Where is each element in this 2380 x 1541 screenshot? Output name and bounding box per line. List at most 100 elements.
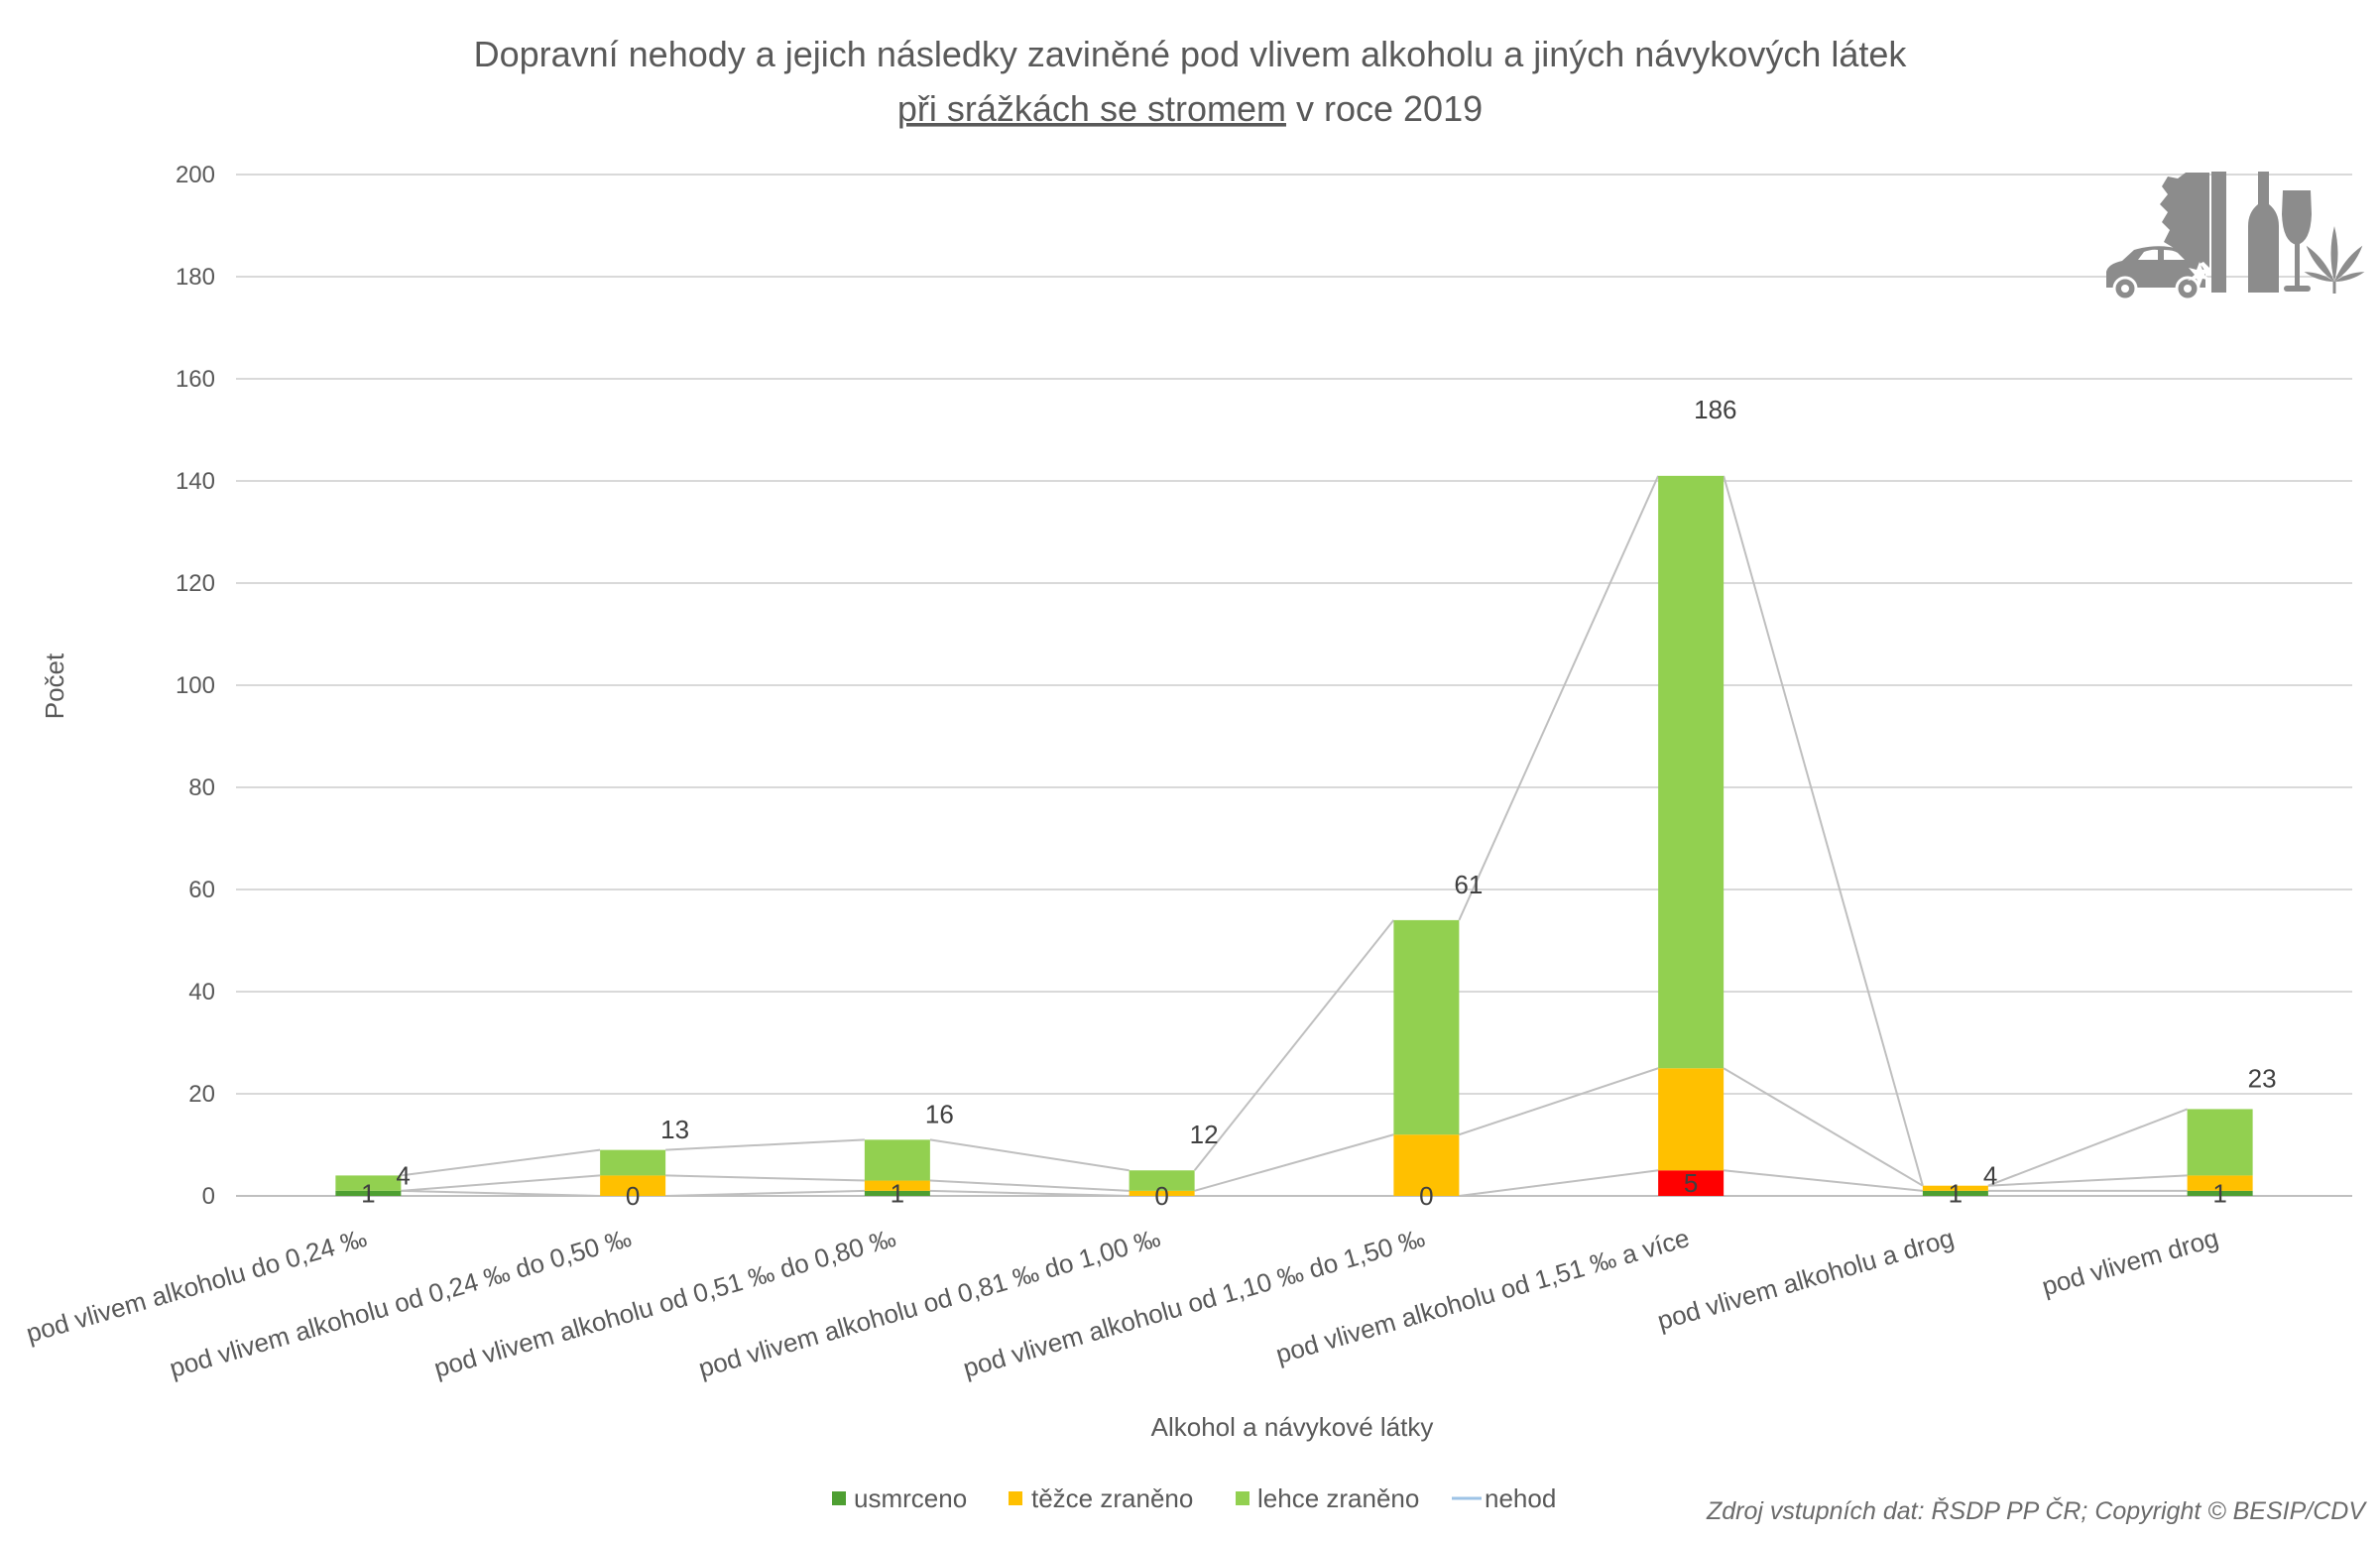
x-tick-label: pod vlivem alkoholu od 0,51 ‰ do 0,80 ‰ [430,1223,898,1383]
series-line [929,1179,1130,1192]
tree-icon [2160,172,2226,293]
bar-usmrceno [864,1190,930,1196]
series-line [401,1148,601,1177]
bar-usmrceno [335,1190,402,1196]
data-label-usmrceno: 1 [2212,1178,2226,1208]
crash-star-icon [2188,262,2211,287]
legend-swatch [832,1491,846,1505]
bar-lehce-zraneno [1129,1170,1195,1191]
bar-lehce-zraneno [1393,919,1460,1135]
series-line [401,1174,601,1192]
wine-bottle-icon [2248,172,2279,293]
data-label-nehod: 23 [2248,1064,2277,1094]
y-tick-label: 0 [202,1183,215,1210]
series-line [1459,1067,1659,1136]
y-tick-label: 20 [188,1081,215,1108]
bar-usmrceno [2187,1190,2253,1196]
series-line [1723,1067,1924,1187]
legend-item-lehce-zraneno: lehce zraněno [1236,1483,1419,1513]
y-axis-title: Počet [40,652,69,719]
data-label-usmrceno: 0 [1419,1181,1433,1211]
data-label-usmrceno: 1 [361,1178,375,1208]
series-lines [401,475,2188,1197]
legend-label: těžce zraněno [1031,1483,1193,1513]
alcohol-drugs-crash-illustration [2106,172,2365,301]
bar-lehce-zraneno [600,1149,666,1176]
data-label-nehod: 61 [1454,870,1483,899]
legend: usmrceno těžce zraněno lehce zraněno neh… [832,1483,1556,1513]
series-line [401,1189,601,1197]
bar-lehce-zraneno [2187,1109,2253,1176]
chart-subtitle-rest: v roce 2019 [1296,88,1483,129]
cannabis-leaf-icon [2304,226,2365,294]
x-tick-label: pod vlivem alkoholu od 0,81 ‰ do 1,00 ‰ [695,1223,1163,1383]
wine-glass-icon [2282,190,2312,292]
x-tick-label: pod vlivem drog [2039,1223,2222,1301]
series-line [1987,1174,2188,1187]
bar-tezce-zraneno [600,1175,666,1196]
series-line [1723,475,1924,1186]
chart-subtitle: při srážkách se stromem v roce 2019 [897,88,1483,129]
bars [335,475,2253,1196]
legend-label: usmrceno [854,1483,967,1513]
data-label-usmrceno: 1 [1949,1178,1963,1208]
legend-item-usmrceno: usmrceno [832,1483,967,1513]
series-line [1194,1133,1394,1192]
y-tick-label: 180 [176,264,215,291]
x-tick-label: pod vlivem alkoholu od 0,24 ‰ do 0,50 ‰ [166,1223,634,1383]
y-tick-label: 40 [188,979,215,1006]
bar-tezce-zraneno [1922,1185,1988,1191]
y-tick-label: 60 [188,877,215,903]
legend-swatch [1236,1491,1250,1505]
series-line [1724,1169,1923,1192]
data-label-nehod: 12 [1190,1120,1219,1149]
x-axis-title: Alkohol a návykové látky [1151,1412,1434,1442]
series-line [1459,1169,1659,1197]
series-line [665,1138,865,1151]
series-line [1193,919,1395,1171]
legend-swatch [1009,1491,1022,1505]
data-label-usmrceno: 0 [1154,1181,1168,1211]
series-line [1987,1108,2188,1187]
y-tick-label: 80 [188,774,215,801]
bar-tezce-zraneno [1658,1068,1725,1171]
y-tick-label: 160 [176,366,215,393]
bar-usmrceno [1658,1170,1725,1196]
bar-lehce-zraneno [864,1139,930,1181]
data-label-usmrceno: 0 [626,1181,640,1211]
y-tick-label: 200 [176,162,215,188]
bar-tezce-zraneno [864,1180,930,1191]
data-label-usmrceno: 1 [891,1178,904,1208]
x-tick-label: pod vlivem alkoholu a drog [1654,1223,1958,1336]
bar-lehce-zraneno [335,1175,402,1191]
series-line [665,1189,865,1197]
bar-usmrceno [1922,1190,1988,1196]
legend-label: nehod [1485,1483,1556,1513]
bar-tezce-zraneno [1393,1134,1460,1196]
series-line [665,1174,865,1182]
data-label-nehod: 186 [1694,395,1736,424]
bar-tezce-zraneno [2187,1175,2253,1191]
data-label-nehod: 13 [660,1115,689,1144]
y-tick-label: 140 [176,468,215,495]
legend-item-tezce-zraneno: těžce zraněno [1009,1483,1193,1513]
x-tick-label: pod vlivem alkoholu od 1,51 ‰ a více [1272,1223,1693,1369]
gridlines [236,174,2352,1197]
y-tick-label: 120 [176,570,215,597]
y-tick-label: 100 [176,672,215,699]
chart-subtitle-underlined: při srážkách se stromem [897,88,1286,129]
bar-tezce-zraneno [1129,1190,1195,1196]
data-label-nehod: 4 [1983,1160,1997,1190]
data-label-nehod: 4 [396,1160,410,1190]
x-tick-label: pod vlivem alkoholu od 1,10 ‰ do 1,50 ‰ [960,1223,1428,1383]
source-note: Zdroj vstupních dat: ŘSDP PP ČR; Copyrig… [1706,1496,2367,1525]
chart-title: Dopravní nehody a jejich následky zavině… [474,34,1908,74]
series-line [1458,475,1660,921]
data-label-usmrceno: 5 [1684,1168,1698,1198]
car-icon [2106,246,2205,301]
series-line [929,1138,1130,1172]
